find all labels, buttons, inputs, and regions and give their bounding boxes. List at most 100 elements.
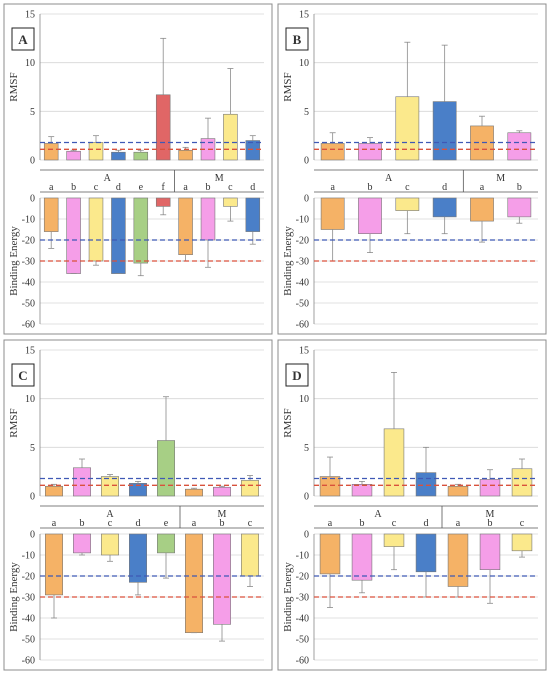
energy-tick-label: 0	[30, 194, 35, 205]
rmsf-bar	[133, 151, 149, 161]
panel-letter-box	[11, 27, 35, 51]
panel-B: 0 5 10 15 0 -10 -20 -30 -40 -50 -60 RMSF Binding Ene…	[277, 3, 547, 335]
energy-bar	[129, 533, 147, 583]
energy-tick-label: -20	[22, 236, 35, 247]
group-label: A	[385, 173, 393, 184]
energy-tick-label: -20	[296, 572, 309, 583]
rmsf-bar	[43, 143, 59, 161]
energy-bar	[178, 197, 193, 256]
energy-tick-label: -50	[22, 299, 35, 310]
energy-tick-label: -40	[22, 614, 35, 625]
category-label: e	[139, 182, 144, 193]
category-label: a	[49, 182, 54, 193]
category-label: e	[164, 518, 169, 529]
energy-tick-label: -40	[296, 278, 309, 289]
energy-bar	[133, 197, 149, 264]
rmsf-bar	[178, 149, 193, 161]
rmsf-bar	[157, 440, 175, 497]
rmsf-axis-label: RMSF	[282, 408, 294, 437]
category-label: d	[424, 518, 429, 529]
rmsf-bar	[319, 476, 341, 497]
energy-bar	[213, 533, 231, 625]
rmsf-bar	[66, 150, 81, 161]
category-label: b	[80, 518, 85, 529]
panel-letter: D	[292, 368, 301, 383]
rmsf-tick-label: 0	[30, 492, 35, 503]
panel-letter-box	[285, 27, 309, 51]
rmsf-bar	[111, 151, 126, 161]
rmsf-bar	[395, 96, 420, 161]
rmsf-axis-label: RMSF	[282, 72, 294, 101]
energy-tick-label: -10	[22, 215, 35, 226]
rmsf-tick-label: 10	[25, 394, 35, 405]
category-label: a	[183, 182, 188, 193]
energy-bar	[88, 197, 104, 262]
energy-tick-label: -50	[22, 635, 35, 646]
panel-D: 0 5 10 15 0 -10 -20 -30 -40 -50 -60 RMSF Binding Ene…	[277, 339, 547, 671]
category-label: c	[405, 182, 410, 193]
rmsf-tick-label: 0	[304, 156, 309, 167]
category-label: c	[94, 182, 99, 193]
energy-bar	[223, 197, 238, 207]
energy-axis-label: Binding Energy	[8, 226, 20, 296]
rmsf-bar	[479, 479, 501, 497]
category-label: a	[192, 518, 197, 529]
energy-bar	[320, 197, 345, 230]
energy-tick-label: -30	[296, 593, 309, 604]
category-label: a	[52, 518, 57, 529]
group-label: A	[104, 173, 112, 184]
rmsf-bar	[241, 480, 259, 497]
energy-bar	[479, 533, 501, 571]
rmsf-tick-label: 10	[299, 394, 309, 405]
energy-tick-label: -10	[22, 551, 35, 562]
panel-letter: A	[18, 32, 28, 47]
rmsf-bar	[320, 143, 345, 161]
panel-frame	[277, 3, 547, 335]
category-label: c	[108, 518, 113, 529]
energy-tick-label: 0	[304, 194, 309, 205]
panel-A: 0 5 10 15 0 -10 -20 -30 -40 -50 -60 RMSF Binding Ene…	[3, 3, 273, 335]
energy-bar	[101, 533, 119, 556]
energy-bar	[245, 197, 261, 232]
category-label: a	[330, 182, 335, 193]
energy-bar	[470, 197, 494, 222]
category-label: d	[442, 182, 447, 193]
panel-letter: B	[293, 32, 302, 47]
category-label: c	[520, 518, 525, 529]
category-label: b	[71, 182, 76, 193]
group-label: A	[374, 509, 382, 520]
energy-axis-label: Binding Energy	[282, 562, 294, 632]
energy-tick-label: 0	[304, 530, 309, 541]
rmsf-bar	[432, 101, 457, 161]
rmsf-bar	[223, 113, 238, 161]
category-label: d	[116, 182, 121, 193]
group-label: M	[218, 509, 227, 520]
energy-bar	[45, 533, 63, 596]
energy-bar	[66, 197, 81, 274]
rmsf-bar	[155, 94, 171, 161]
rmsf-tick-label: 5	[304, 107, 309, 118]
rmsf-bar	[101, 476, 119, 497]
group-label: M	[486, 509, 495, 520]
category-label: b	[517, 182, 522, 193]
energy-tick-label: -20	[296, 236, 309, 247]
energy-tick-label: -60	[296, 656, 309, 667]
energy-tick-label: -30	[296, 257, 309, 268]
rmsf-tick-label: 15	[25, 346, 35, 357]
rmsf-tick-label: 5	[30, 107, 35, 118]
panel-letter-box	[11, 363, 35, 387]
energy-tick-label: -40	[22, 278, 35, 289]
category-label: b	[220, 518, 225, 529]
energy-bar	[358, 197, 382, 235]
category-label: c	[392, 518, 397, 529]
rmsf-tick-label: 10	[25, 58, 35, 69]
panel-letter-box	[285, 363, 309, 387]
category-label: a	[456, 518, 461, 529]
energy-bar	[43, 197, 59, 232]
rmsf-tick-label: 5	[30, 443, 35, 454]
energy-bar	[155, 197, 171, 207]
energy-bar	[241, 533, 259, 577]
energy-bar	[185, 533, 203, 633]
energy-axis-label: Binding Energy	[8, 562, 20, 632]
category-label: a	[480, 182, 485, 193]
